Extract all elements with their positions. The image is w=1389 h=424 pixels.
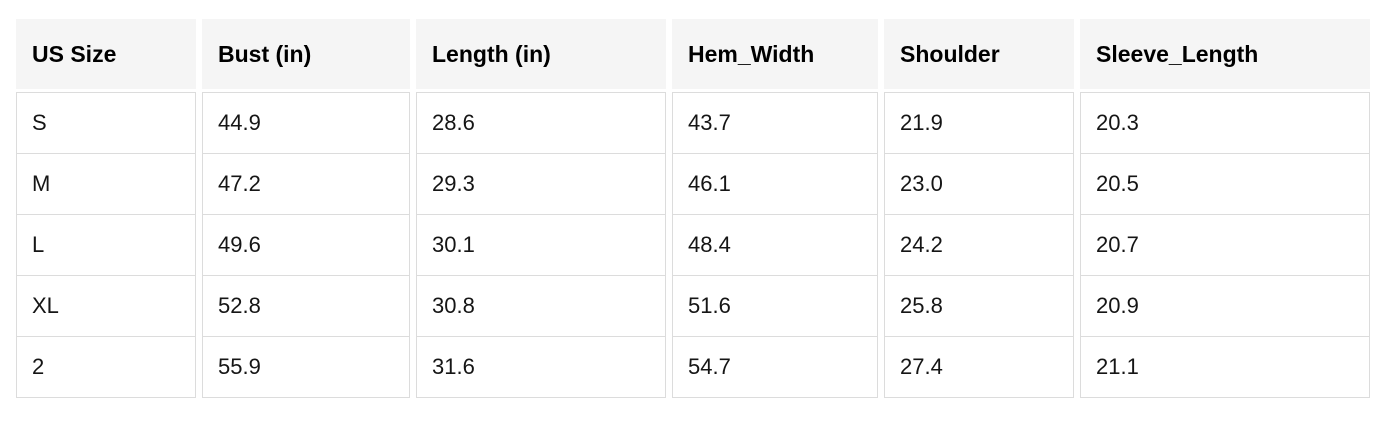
cell-shoulder: 27.4 <box>884 337 1074 398</box>
header-row: US Size Bust (in) Length (in) Hem_Width … <box>16 19 1370 92</box>
size-chart-table: US Size Bust (in) Length (in) Hem_Width … <box>10 19 1376 398</box>
cell-size: XL <box>16 276 196 337</box>
cell-bust: 49.6 <box>202 215 410 276</box>
cell-length: 31.6 <box>416 337 666 398</box>
table-row-xl: XL 52.8 30.8 51.6 25.8 20.9 <box>16 276 1370 337</box>
cell-shoulder: 25.8 <box>884 276 1074 337</box>
column-header-us-size: US Size <box>16 19 196 92</box>
cell-bust: 52.8 <box>202 276 410 337</box>
column-header-sleeve-length: Sleeve_Length <box>1080 19 1370 92</box>
cell-sleeve-length: 20.5 <box>1080 154 1370 215</box>
cell-hem-width: 46.1 <box>672 154 878 215</box>
table-row-s: S 44.9 28.6 43.7 21.9 20.3 <box>16 92 1370 154</box>
table-row-m: M 47.2 29.3 46.1 23.0 20.5 <box>16 154 1370 215</box>
cell-hem-width: 43.7 <box>672 92 878 154</box>
cell-hem-width: 48.4 <box>672 215 878 276</box>
cell-size: 2 <box>16 337 196 398</box>
cell-size: M <box>16 154 196 215</box>
column-header-bust: Bust (in) <box>202 19 410 92</box>
size-chart-container: US Size Bust (in) Length (in) Hem_Width … <box>10 19 1376 398</box>
cell-length: 30.8 <box>416 276 666 337</box>
cell-length: 28.6 <box>416 92 666 154</box>
cell-sleeve-length: 20.3 <box>1080 92 1370 154</box>
table-row-2: 2 55.9 31.6 54.7 27.4 21.1 <box>16 337 1370 398</box>
cell-shoulder: 24.2 <box>884 215 1074 276</box>
cell-bust: 44.9 <box>202 92 410 154</box>
column-header-length: Length (in) <box>416 19 666 92</box>
cell-sleeve-length: 21.1 <box>1080 337 1370 398</box>
cell-length: 30.1 <box>416 215 666 276</box>
column-header-hem-width: Hem_Width <box>672 19 878 92</box>
cell-hem-width: 51.6 <box>672 276 878 337</box>
column-header-shoulder: Shoulder <box>884 19 1074 92</box>
cell-shoulder: 21.9 <box>884 92 1074 154</box>
cell-sleeve-length: 20.7 <box>1080 215 1370 276</box>
cell-size: S <box>16 92 196 154</box>
cell-hem-width: 54.7 <box>672 337 878 398</box>
table-row-l: L 49.6 30.1 48.4 24.2 20.7 <box>16 215 1370 276</box>
cell-sleeve-length: 20.9 <box>1080 276 1370 337</box>
cell-size: L <box>16 215 196 276</box>
cell-length: 29.3 <box>416 154 666 215</box>
cell-bust: 47.2 <box>202 154 410 215</box>
cell-bust: 55.9 <box>202 337 410 398</box>
cell-shoulder: 23.0 <box>884 154 1074 215</box>
